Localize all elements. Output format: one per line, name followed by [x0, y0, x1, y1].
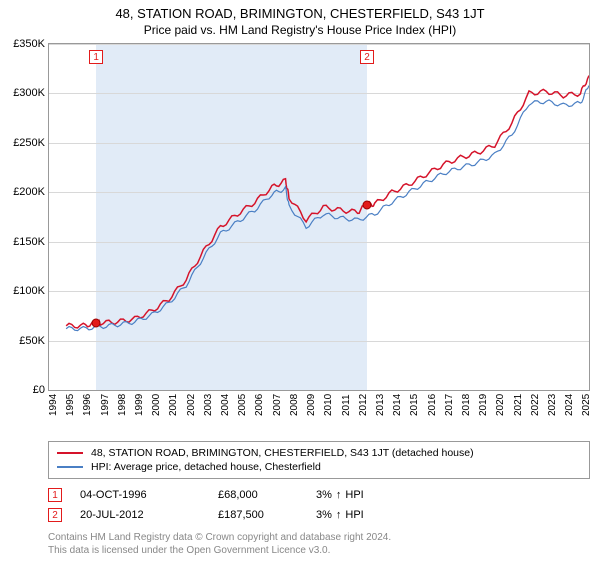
series-line	[66, 86, 589, 331]
x-tick-label: 1997	[100, 394, 111, 416]
x-tick-label: 2005	[237, 394, 248, 416]
x-tick-label: 2025	[581, 394, 592, 416]
footer-line-1: Contains HM Land Registry data © Crown c…	[48, 531, 590, 544]
chart-area: £0£50K£100K£150K£200K£250K£300K£350K12 1…	[48, 43, 590, 413]
y-tick-label: £300K	[13, 87, 49, 99]
arrow-up-icon: ↑	[336, 509, 342, 521]
footer-line-2: This data is licensed under the Open Gov…	[48, 544, 590, 557]
arrow-up-icon: ↑	[336, 489, 342, 501]
x-tick-label: 2015	[409, 394, 420, 416]
x-tick-label: 2024	[564, 394, 575, 416]
legend-label: HPI: Average price, detached house, Ches…	[91, 461, 321, 473]
x-axis-labels: 1994 1995 1996 1997 1998 1999 2000 2001 2002 2003…	[48, 391, 590, 413]
x-tick-label: 2018	[461, 394, 472, 416]
chart-container: 48, STATION ROAD, BRIMINGTON, CHESTERFIE…	[0, 6, 600, 566]
x-tick-label: 1994	[48, 394, 59, 416]
sale-marker	[92, 318, 101, 327]
x-tick-label: 2014	[392, 394, 403, 416]
legend-swatch	[57, 466, 83, 468]
x-tick-label: 1995	[65, 394, 76, 416]
x-tick-label: 2004	[220, 394, 231, 416]
sale-date: 20-JUL-2012	[80, 509, 200, 521]
sale-price: £68,000	[218, 489, 298, 501]
x-tick-label: 1998	[117, 394, 128, 416]
x-tick-label: 2022	[530, 394, 541, 416]
y-tick-label: £250K	[13, 137, 49, 149]
y-tick-label: £50K	[19, 335, 49, 347]
sale-marker-badge: 1	[89, 50, 103, 64]
legend-item: HPI: Average price, detached house, Ches…	[57, 460, 581, 474]
x-tick-label: 1996	[82, 394, 93, 416]
x-tick-label: 2010	[323, 394, 334, 416]
x-tick-label: 2021	[513, 394, 524, 416]
x-tick-label: 2001	[168, 394, 179, 416]
y-tick-label: £350K	[13, 38, 49, 50]
x-tick-label: 2016	[427, 394, 438, 416]
y-tick-label: £0	[33, 384, 49, 396]
sale-change: 3% ↑ HPI	[316, 489, 406, 501]
sale-date: 04-OCT-1996	[80, 489, 200, 501]
x-tick-label: 2023	[547, 394, 558, 416]
x-tick-label: 2012	[358, 394, 369, 416]
legend-label: 48, STATION ROAD, BRIMINGTON, CHESTERFIE…	[91, 447, 474, 459]
sale-number-badge: 1	[48, 488, 62, 502]
x-tick-label: 2013	[375, 394, 386, 416]
x-tick-label: 1999	[134, 394, 145, 416]
x-tick-label: 2002	[186, 394, 197, 416]
sales-table: 1 04-OCT-1996 £68,000 3% ↑ HPI 2 20-JUL-2012 £…	[48, 485, 590, 525]
x-tick-label: 2009	[306, 394, 317, 416]
x-tick-label: 2019	[478, 394, 489, 416]
plot-region: £0£50K£100K£150K£200K£250K£300K£350K12	[48, 43, 590, 391]
legend-item: 48, STATION ROAD, BRIMINGTON, CHESTERFIE…	[57, 446, 581, 460]
sale-change: 3% ↑ HPI	[316, 509, 406, 521]
x-tick-label: 2020	[495, 394, 506, 416]
x-tick-label: 2003	[203, 394, 214, 416]
x-tick-label: 2008	[289, 394, 300, 416]
x-tick-label: 2000	[151, 394, 162, 416]
chart-subtitle: Price paid vs. HM Land Registry's House …	[0, 23, 600, 37]
x-tick-label: 2006	[254, 394, 265, 416]
footer: Contains HM Land Registry data © Crown c…	[48, 531, 590, 557]
sale-price: £187,500	[218, 509, 298, 521]
x-tick-label: 2007	[272, 394, 283, 416]
sale-row: 2 20-JUL-2012 £187,500 3% ↑ HPI	[48, 505, 590, 525]
y-tick-label: £200K	[13, 186, 49, 198]
sale-marker	[363, 200, 372, 209]
sale-number-badge: 2	[48, 508, 62, 522]
line-layer	[49, 44, 589, 390]
series-line	[66, 76, 589, 328]
legend-swatch	[57, 452, 83, 454]
legend: 48, STATION ROAD, BRIMINGTON, CHESTERFIE…	[48, 441, 590, 479]
y-tick-label: £150K	[13, 236, 49, 248]
x-tick-label: 2017	[444, 394, 455, 416]
x-tick-label: 2011	[341, 394, 352, 416]
chart-title: 48, STATION ROAD, BRIMINGTON, CHESTERFIE…	[0, 6, 600, 21]
y-tick-label: £100K	[13, 285, 49, 297]
sale-row: 1 04-OCT-1996 £68,000 3% ↑ HPI	[48, 485, 590, 505]
sale-marker-badge: 2	[360, 50, 374, 64]
